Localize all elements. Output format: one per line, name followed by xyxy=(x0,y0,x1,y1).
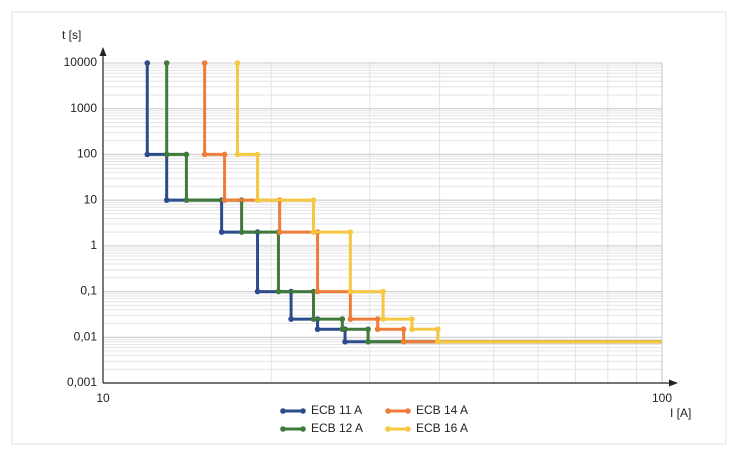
legend-label: ECB 14 A xyxy=(416,403,468,417)
vertex xyxy=(347,288,354,295)
vertex xyxy=(144,60,151,66)
y-tick-label: 0,1 xyxy=(80,284,97,298)
vertex xyxy=(201,151,208,158)
vertex xyxy=(347,316,354,322)
vertex xyxy=(234,60,241,66)
legend-label: ECB 11 A xyxy=(311,403,362,417)
frame xyxy=(11,11,727,445)
vertex xyxy=(201,60,208,66)
vertex xyxy=(374,326,381,333)
vertex xyxy=(310,288,317,295)
x-tick-label: 10 xyxy=(96,391,110,405)
legend-dot xyxy=(405,408,411,414)
vertex xyxy=(374,316,381,322)
vertex xyxy=(275,288,282,295)
vertex xyxy=(339,326,346,333)
vertex xyxy=(144,151,151,158)
vertex xyxy=(238,229,245,235)
y-tick-label: 10 xyxy=(84,192,98,206)
y-tick-label: 0,001 xyxy=(67,375,97,389)
vertex xyxy=(365,338,371,345)
vertex xyxy=(400,326,407,333)
vertex xyxy=(380,316,386,322)
vertex xyxy=(218,229,225,235)
vertex xyxy=(339,316,346,322)
vertex xyxy=(347,229,354,235)
vertex xyxy=(163,60,170,66)
legend-dot xyxy=(300,426,306,432)
x-axis-label: I [A] xyxy=(670,406,691,420)
vertex xyxy=(310,316,317,322)
vertex xyxy=(400,338,407,345)
vertex xyxy=(276,229,283,235)
vertex xyxy=(342,338,348,345)
vertex xyxy=(434,326,441,333)
vertex xyxy=(183,197,190,203)
y-tick-label: 10000 xyxy=(64,55,98,69)
vertex xyxy=(234,151,241,158)
legend-label: ECB 16 A xyxy=(416,421,468,435)
vertex xyxy=(310,229,317,235)
vertex xyxy=(288,316,294,322)
y-tick-label: 1000 xyxy=(70,101,97,115)
vertex xyxy=(314,326,321,333)
legend-dot xyxy=(300,408,306,414)
y-axis-label: t [s] xyxy=(62,28,81,42)
vertex xyxy=(380,288,386,295)
vertex xyxy=(163,151,170,158)
legend-dot xyxy=(385,426,391,432)
legend-dot xyxy=(280,426,286,432)
y-tick-label: 0,01 xyxy=(74,329,98,343)
legend-dot xyxy=(280,408,286,414)
x-arrow xyxy=(669,379,678,387)
vertex xyxy=(254,288,261,295)
vertex xyxy=(254,197,261,203)
x-tick-label: 100 xyxy=(652,391,672,405)
vertex xyxy=(163,197,170,203)
y-arrow xyxy=(99,47,107,56)
y-tick-label: 100 xyxy=(77,147,97,161)
legend-dot xyxy=(405,426,411,432)
y-tick-label: 1 xyxy=(90,238,97,252)
vertex xyxy=(434,338,441,345)
vertex xyxy=(314,288,321,295)
vertex xyxy=(365,326,371,333)
vertex xyxy=(183,151,190,158)
vertex xyxy=(221,197,228,203)
vertex xyxy=(409,326,415,333)
vertex xyxy=(409,316,415,322)
legend-label: ECB 12 A xyxy=(311,421,363,435)
legend-dot xyxy=(385,408,391,414)
vertex xyxy=(310,197,317,203)
vertex xyxy=(254,151,261,158)
vertex xyxy=(221,151,228,158)
